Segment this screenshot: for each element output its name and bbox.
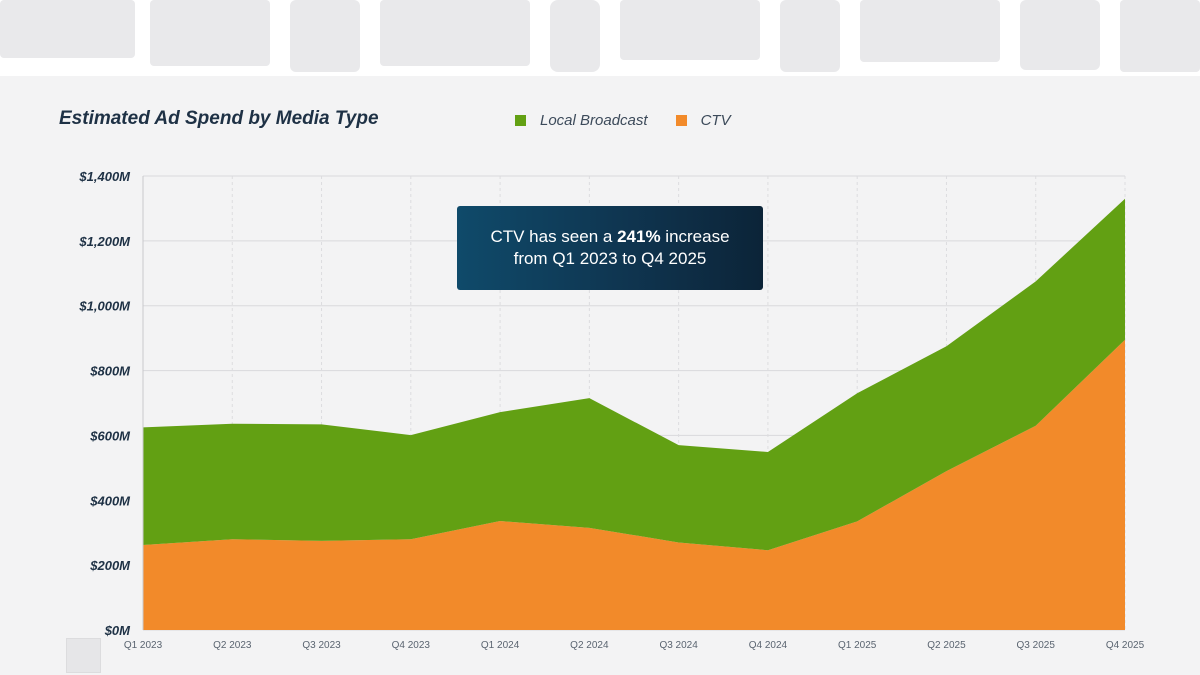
legend: Local Broadcast CTV — [515, 112, 731, 129]
chart-title: Estimated Ad Spend by Media Type — [59, 108, 379, 129]
corner-control — [66, 638, 101, 673]
x-tick-label: Q4 2024 — [749, 640, 788, 651]
legend-swatch-ctv — [675, 115, 687, 126]
x-tick-label: Q2 2024 — [570, 640, 609, 651]
annotation-line-1: CTV has seen a 241% increase — [490, 227, 730, 246]
x-tick-label: Q1 2024 — [481, 640, 520, 651]
x-tick-label: Q2 2023 — [213, 640, 252, 651]
legend-item-local-broadcast: Local Broadcast — [515, 112, 648, 129]
header-banner — [0, 0, 1200, 76]
x-tick-label: Q2 2025 — [927, 640, 966, 651]
legend-label-local-broadcast: Local Broadcast — [540, 112, 648, 129]
legend-label-ctv: CTV — [700, 112, 731, 129]
annotation-highlight: 241% — [617, 227, 661, 246]
y-tick-label: $0M — [104, 623, 131, 638]
annotation-callout: CTV has seen a 241% increase from Q1 202… — [457, 206, 763, 290]
y-tick-label: $1,000M — [78, 299, 131, 314]
y-tick-label: $600M — [89, 428, 131, 443]
area-series-local-broadcast — [143, 198, 1125, 551]
y-tick-label: $400M — [89, 493, 131, 508]
area-series-ctv — [143, 339, 1125, 630]
x-tick-label: Q3 2024 — [659, 640, 698, 651]
y-tick-label: $1,400M — [78, 169, 131, 184]
y-tick-label: $1,200M — [78, 234, 131, 249]
annotation-line-2: from Q1 2023 to Q4 2025 — [513, 249, 707, 268]
y-tick-label: $800M — [89, 364, 131, 379]
device-icons-banner — [0, 0, 1200, 72]
x-tick-label: Q3 2023 — [302, 640, 341, 651]
x-tick-label: Q1 2023 — [124, 640, 163, 651]
x-tick-label: Q4 2025 — [1106, 640, 1145, 651]
y-tick-label: $200M — [89, 558, 131, 573]
x-tick-label: Q4 2023 — [392, 640, 431, 651]
legend-item-ctv: CTV — [675, 112, 731, 129]
x-tick-label: Q3 2025 — [1017, 640, 1056, 651]
legend-swatch-local-broadcast — [515, 115, 526, 126]
x-tick-label: Q1 2025 — [838, 640, 877, 651]
